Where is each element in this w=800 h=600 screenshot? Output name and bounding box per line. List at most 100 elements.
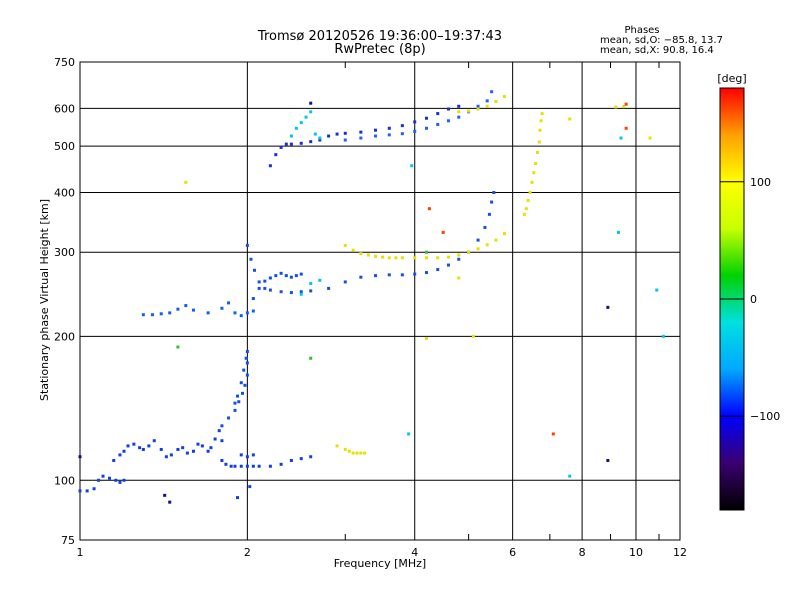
data-point (263, 279, 267, 283)
y-tick-label: 100 (54, 474, 75, 487)
data-point (152, 439, 156, 443)
data-point (373, 274, 377, 278)
x-axis-label: Frequency [MHz] (334, 557, 426, 570)
phases-mean-o: mean, sd,O: −85.8, 13.7 (600, 35, 723, 46)
data-point (176, 307, 180, 311)
data-point (289, 275, 293, 279)
data-point (425, 271, 429, 275)
data-point (191, 449, 195, 453)
data-point (168, 311, 172, 315)
data-point (400, 256, 404, 260)
data-point (236, 496, 240, 500)
data-point (436, 112, 440, 116)
data-point (257, 280, 261, 284)
data-point (502, 95, 506, 99)
data-point (268, 276, 272, 280)
data-point (279, 462, 283, 466)
x-tick-label: 4 (411, 546, 418, 559)
data-point (163, 493, 167, 497)
x-tick-label: 6 (509, 546, 516, 559)
data-point (141, 447, 145, 451)
data-point (191, 308, 195, 312)
data-point (616, 230, 620, 234)
data-point (239, 464, 243, 468)
data-point (528, 190, 532, 194)
data-point (206, 311, 210, 315)
data-point (309, 455, 313, 459)
data-point (487, 212, 491, 216)
data-point (359, 275, 363, 279)
x-axis-ticks: 1 2 4 6 8 10 12 (77, 546, 688, 559)
data-point (655, 288, 659, 292)
data-point (309, 110, 313, 114)
data-point (233, 408, 237, 412)
data-point (268, 164, 272, 168)
data-point (661, 334, 665, 338)
data-point (245, 464, 249, 468)
data-point (648, 136, 652, 140)
data-point (284, 274, 288, 278)
data-point (318, 136, 322, 140)
data-point (492, 190, 496, 194)
data-point (446, 107, 450, 111)
x-tick-label: 1 (77, 546, 84, 559)
data-point (400, 132, 404, 136)
data-point (132, 442, 136, 446)
data-point (213, 437, 217, 441)
data-point (476, 104, 480, 108)
data-point (359, 136, 363, 140)
data-point (537, 140, 541, 144)
data-point (239, 314, 243, 318)
data-point (85, 489, 89, 493)
data-point (351, 451, 355, 455)
data-point (568, 117, 572, 121)
data-point (538, 128, 542, 132)
data-points (78, 90, 665, 504)
data-point (413, 120, 417, 124)
data-point (233, 401, 237, 405)
data-point (400, 124, 404, 128)
grid-lines (80, 62, 680, 540)
y-tick-label: 300 (54, 246, 75, 259)
data-point (355, 451, 359, 455)
data-point (118, 453, 122, 457)
data-point (294, 274, 298, 278)
data-point (229, 464, 233, 468)
data-point (485, 99, 489, 103)
x-tick-label: 8 (579, 546, 586, 559)
data-point (436, 256, 440, 260)
chart-title: Tromsø 20120526 19:36:00–19:37:43 (257, 29, 502, 44)
data-point (309, 282, 313, 286)
data-point (138, 446, 142, 450)
data-point (343, 243, 347, 247)
data-point (196, 442, 200, 446)
data-point (476, 247, 480, 251)
y-tick-label: 500 (54, 140, 75, 153)
data-point (327, 286, 331, 290)
data-point (108, 476, 112, 480)
data-point (279, 145, 283, 149)
data-point (359, 252, 363, 256)
data-point (446, 255, 450, 259)
data-point (606, 305, 610, 309)
data-point (274, 274, 278, 278)
data-point (485, 104, 489, 108)
data-point (490, 200, 494, 204)
data-point (606, 458, 610, 462)
y-tick-label: 200 (54, 330, 75, 343)
data-point (373, 128, 377, 132)
data-point (251, 464, 255, 468)
y-axis-ticks: 75 100 200 300 400 500 600 750 (54, 56, 75, 547)
data-point (184, 180, 188, 184)
data-point (245, 361, 249, 365)
data-point (112, 458, 116, 462)
data-point (614, 105, 618, 109)
data-point (343, 280, 347, 284)
data-point (427, 207, 431, 211)
data-point (253, 268, 257, 272)
data-point (92, 487, 96, 491)
data-point (535, 150, 539, 154)
data-point (335, 132, 339, 136)
data-point (387, 133, 391, 137)
